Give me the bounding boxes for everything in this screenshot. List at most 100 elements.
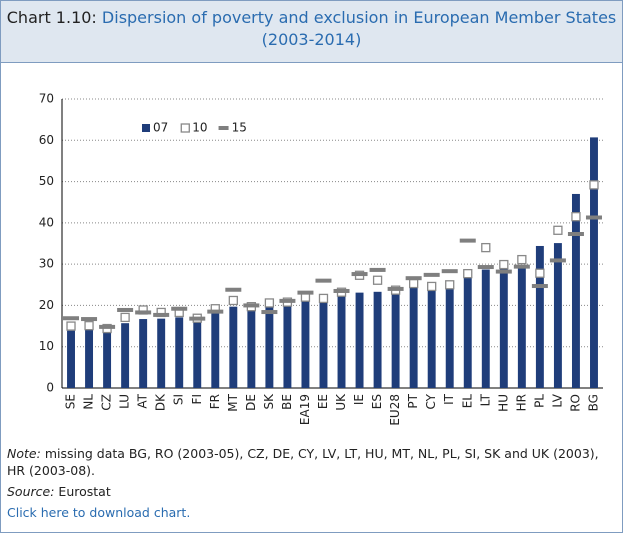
dash-marker bbox=[99, 324, 116, 329]
x-tick-label: IT bbox=[442, 393, 456, 405]
dash-marker bbox=[207, 309, 224, 314]
dash-marker bbox=[171, 306, 188, 311]
bar bbox=[391, 287, 400, 388]
legend-swatch bbox=[218, 126, 229, 130]
dash-marker bbox=[63, 316, 80, 321]
dash-marker bbox=[495, 269, 512, 274]
x-tick-label: ES bbox=[370, 394, 384, 409]
dash-marker bbox=[567, 232, 584, 237]
x-tick-label: CZ bbox=[100, 394, 114, 411]
bar bbox=[229, 306, 238, 388]
bar bbox=[571, 193, 580, 388]
source-label: Source: bbox=[7, 484, 55, 499]
bar bbox=[373, 291, 382, 388]
bar bbox=[67, 330, 75, 388]
x-tick-label: HU bbox=[496, 394, 510, 412]
x-tick-label: PT bbox=[406, 393, 420, 408]
header: Chart 1.10: Dispersion of poverty and ex… bbox=[1, 1, 622, 63]
source-text: Eurostat bbox=[58, 484, 111, 499]
square-marker bbox=[517, 254, 527, 265]
bar bbox=[103, 330, 112, 388]
bar bbox=[355, 292, 364, 388]
dash-marker bbox=[477, 265, 494, 270]
bar bbox=[427, 283, 436, 388]
square-marker bbox=[318, 293, 329, 304]
square-marker bbox=[571, 212, 581, 222]
bar bbox=[175, 317, 184, 388]
x-tick-label: SI bbox=[172, 394, 186, 405]
dash-marker bbox=[117, 307, 134, 312]
dash-marker bbox=[81, 317, 98, 322]
download-link[interactable]: Click here to download chart. bbox=[7, 505, 191, 520]
y-tick-label: 20 bbox=[39, 298, 54, 312]
x-tick-label: EA19 bbox=[298, 394, 312, 425]
x-tick-label: FR bbox=[208, 394, 222, 409]
square-marker bbox=[589, 180, 599, 190]
bar bbox=[193, 316, 202, 388]
bar bbox=[319, 297, 328, 388]
dash-marker bbox=[243, 303, 260, 308]
x-tick-label: UK bbox=[334, 393, 348, 411]
x-tick-label: LT bbox=[478, 393, 492, 406]
x-tick-label: FI bbox=[190, 394, 204, 404]
notes: Note: missing data BG, RO (2003-05), CZ, … bbox=[7, 445, 617, 525]
square-marker bbox=[120, 312, 130, 323]
dash-marker bbox=[369, 267, 386, 272]
dash-marker bbox=[459, 238, 476, 243]
x-tick-label: SE bbox=[64, 394, 78, 409]
x-tick-label: HR bbox=[514, 394, 528, 411]
dash-marker bbox=[135, 310, 152, 315]
square-marker bbox=[499, 259, 509, 270]
square-marker bbox=[408, 278, 419, 289]
x-tick-label: IE bbox=[352, 394, 366, 405]
source: Source: Eurostat bbox=[7, 483, 617, 500]
note: Note: missing data BG, RO (2003-05), CZ, … bbox=[7, 445, 617, 479]
bar bbox=[139, 319, 148, 388]
legend-swatch bbox=[180, 123, 190, 133]
x-tick-label: NL bbox=[82, 394, 96, 410]
dash-marker bbox=[531, 284, 548, 289]
bar bbox=[157, 318, 166, 388]
square-marker bbox=[372, 275, 383, 285]
y-tick-label: 40 bbox=[39, 215, 54, 229]
dash-marker bbox=[549, 258, 566, 263]
x-tick-label: DK bbox=[154, 393, 168, 411]
x-tick-label: RO bbox=[568, 394, 582, 412]
x-tick-label: LU bbox=[118, 394, 132, 409]
dash-marker bbox=[315, 278, 332, 283]
chart-number: Chart 1.10: bbox=[6, 8, 97, 27]
bar bbox=[337, 294, 346, 388]
square-marker bbox=[535, 268, 545, 278]
x-tick-label: DE bbox=[244, 394, 258, 411]
square-marker bbox=[427, 281, 437, 292]
dash-marker bbox=[585, 215, 602, 220]
y-tick-label: 70 bbox=[39, 92, 54, 106]
x-tick-label: BE bbox=[280, 394, 294, 410]
bar bbox=[445, 280, 454, 388]
square-marker bbox=[228, 295, 238, 306]
bar bbox=[121, 323, 130, 388]
square-marker bbox=[264, 298, 275, 308]
dash-marker bbox=[279, 298, 296, 303]
x-tick-label: BG bbox=[586, 394, 600, 411]
y-tick-label: 0 bbox=[46, 381, 54, 395]
legend-label: 10 bbox=[192, 121, 207, 135]
dash-marker bbox=[261, 310, 278, 315]
note-label: Note: bbox=[7, 446, 41, 461]
bar bbox=[535, 245, 544, 388]
square-marker bbox=[445, 280, 455, 290]
square-marker bbox=[66, 321, 76, 331]
dash-marker bbox=[387, 286, 404, 291]
y-tick-label: 60 bbox=[39, 133, 54, 147]
dash-marker bbox=[405, 276, 422, 281]
x-tick-label: AT bbox=[136, 393, 150, 408]
dash-marker bbox=[297, 290, 314, 295]
dash-marker bbox=[513, 264, 530, 269]
y-tick-label: 50 bbox=[39, 174, 54, 188]
x-tick-label: EU28 bbox=[388, 394, 402, 426]
bar bbox=[85, 326, 94, 388]
dash-marker bbox=[189, 316, 206, 321]
bar bbox=[481, 269, 490, 388]
